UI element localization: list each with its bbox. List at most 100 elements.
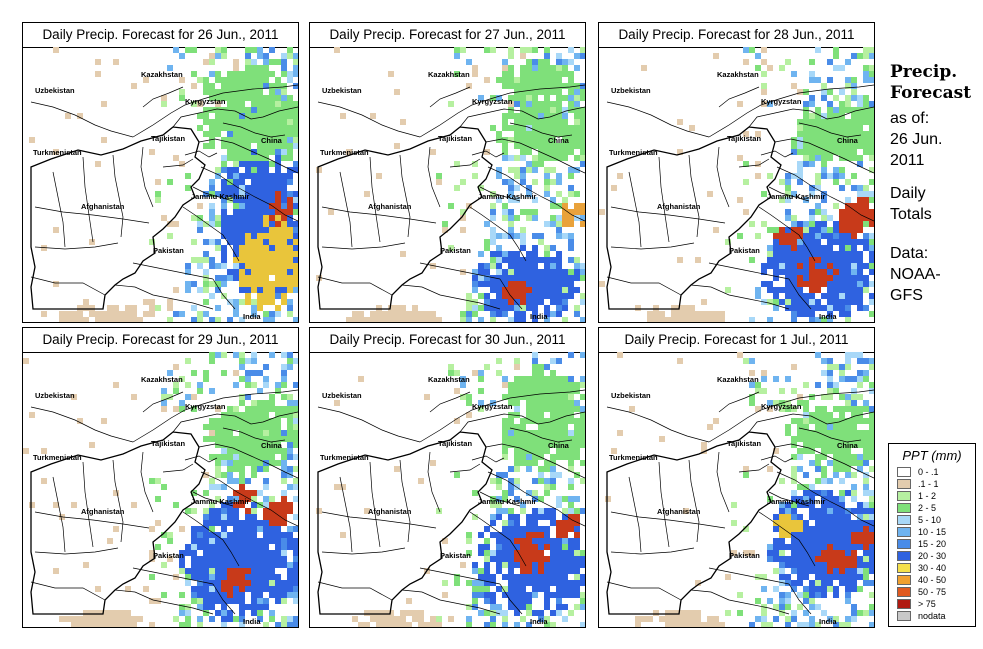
precip-cell: [221, 532, 227, 538]
precip-cell: [767, 299, 773, 305]
precip-cell: [773, 239, 779, 245]
precip-cell: [839, 293, 845, 299]
precip-cell: [233, 275, 239, 281]
precip-cell: [508, 287, 514, 293]
precip-cell: [526, 137, 532, 143]
precip-cell: [197, 317, 203, 322]
precip-cell: [532, 245, 538, 251]
precip-cell: [215, 466, 221, 472]
precip-cell: [532, 293, 538, 299]
precip-cell: [167, 233, 173, 239]
precip-cell: [191, 257, 197, 263]
precip-cell: [251, 406, 257, 412]
admin-border: [429, 86, 471, 108]
precip-cell: [287, 418, 293, 424]
precip-cell: [833, 568, 839, 574]
precip-cell: [514, 113, 520, 119]
precip-cell: [815, 574, 821, 580]
precip-cell: [83, 299, 89, 305]
precip-cell: [556, 574, 562, 580]
precip-cell: [538, 155, 544, 161]
precip-cell: [839, 442, 845, 448]
precip-cell: [514, 95, 520, 101]
precip-cell: [815, 604, 821, 610]
precip-cell: [514, 281, 520, 287]
precip-cell: [574, 101, 580, 107]
precip-cell: [287, 412, 293, 418]
precip-cell: [239, 113, 245, 119]
map-label-china: China: [837, 136, 859, 145]
precip-cell: [520, 442, 526, 448]
precip-cell: [827, 544, 833, 550]
precip-cell: [436, 508, 442, 514]
precip-cell: [502, 179, 508, 185]
precip-cell: [803, 281, 809, 287]
precip-cell: [791, 311, 797, 317]
precip-cell: [538, 526, 544, 532]
precip-cell: [269, 610, 275, 616]
precip-cell: [833, 472, 839, 478]
precip-cell: [400, 616, 406, 622]
precip-cell: [803, 472, 809, 478]
precip-cell: [275, 430, 281, 436]
legend-swatch: [897, 479, 911, 489]
precip-cell: [287, 149, 293, 155]
map-label-afghanistan: Afghanistan: [81, 202, 125, 211]
precip-cell: [233, 496, 239, 502]
precip-cell: [173, 616, 179, 622]
precip-cell: [65, 113, 71, 119]
admin-border: [30, 276, 106, 296]
precip-cell: [833, 149, 839, 155]
precip-cell: [532, 406, 538, 412]
precip-cell: [502, 293, 508, 299]
precip-cell: [293, 412, 298, 418]
precip-cell: [568, 592, 574, 598]
precip-cell: [851, 400, 857, 406]
precip-cell: [281, 203, 287, 209]
precip-cell: [388, 305, 394, 311]
precip-cell: [496, 251, 502, 257]
precip-cell: [251, 77, 257, 83]
precip-cell: [245, 568, 251, 574]
precip-cell: [269, 197, 275, 203]
precip-cell: [520, 179, 526, 185]
precip-cell: [394, 616, 400, 622]
precip-cell: [275, 580, 281, 586]
precip-cell: [556, 149, 562, 155]
admin-border: [419, 567, 501, 585]
precip-cell: [191, 562, 197, 568]
precip-cell: [574, 418, 580, 424]
precip-cell: [77, 622, 83, 627]
precip-cell: [263, 400, 269, 406]
precip-cell: [761, 71, 767, 77]
precip-cell: [803, 562, 809, 568]
precip-cell: [227, 233, 233, 239]
precip-cell: [526, 293, 532, 299]
precip-cell: [845, 556, 851, 562]
precip-cell: [839, 376, 845, 382]
precip-cell: [281, 436, 287, 442]
precip-cell: [869, 538, 874, 544]
precip-cell: [520, 448, 526, 454]
precip-cell: [767, 544, 773, 550]
precip-cell: [520, 394, 526, 400]
precip-cell: [197, 556, 203, 562]
precip-cell: [233, 502, 239, 508]
precip-cell: [809, 251, 815, 257]
precip-cell: [544, 448, 550, 454]
precip-cell: [755, 233, 761, 239]
precip-cell: [215, 514, 221, 520]
precip-cell: [263, 245, 269, 251]
precip-cell: [293, 143, 298, 149]
admin-border: [487, 166, 585, 222]
precip-cell: [845, 257, 851, 263]
precip-cell: [556, 191, 562, 197]
precip-cell: [815, 203, 821, 209]
precip-cell: [863, 418, 869, 424]
precip-cell: [863, 215, 869, 221]
precip-cell: [827, 89, 833, 95]
precip-cell: [442, 538, 448, 544]
precip-cell: [245, 185, 251, 191]
country-outline: [317, 431, 493, 615]
precip-cell: [221, 89, 227, 95]
